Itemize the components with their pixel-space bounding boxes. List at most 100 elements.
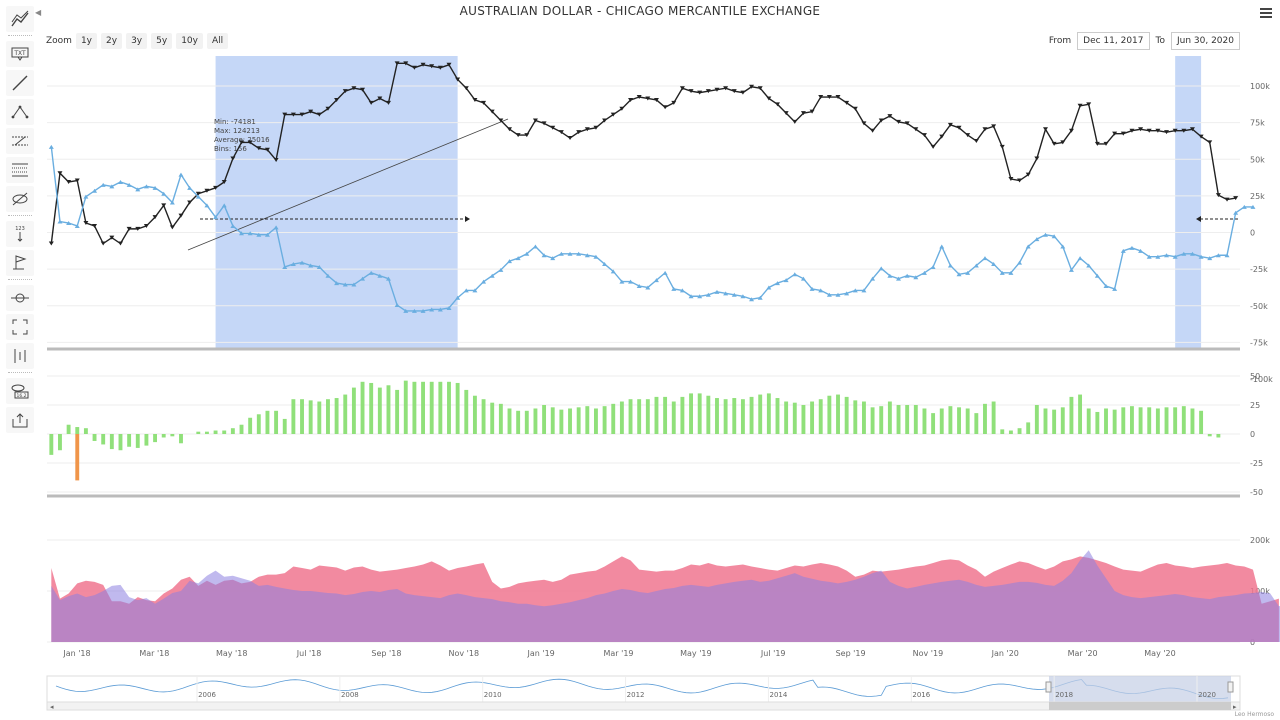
- data-point: [688, 89, 694, 94]
- data-point: [852, 106, 858, 111]
- x-tick-label: Nov '18: [449, 649, 480, 658]
- indicators-icon[interactable]: [6, 343, 34, 369]
- data-point: [1215, 253, 1221, 258]
- chart-lines-icon[interactable]: [6, 6, 34, 32]
- bar: [239, 424, 244, 434]
- bar: [775, 398, 780, 434]
- bar: [49, 434, 54, 455]
- crosshair-icon[interactable]: [6, 285, 34, 311]
- arrow-head: [465, 216, 470, 222]
- highlight-band: [1175, 56, 1202, 349]
- data-point: [921, 270, 927, 275]
- bar: [75, 427, 80, 434]
- data-point: [403, 61, 409, 66]
- data-point: [939, 244, 945, 249]
- data-point: [1017, 260, 1023, 265]
- bar: [386, 385, 391, 434]
- bar: [663, 396, 668, 434]
- data-point: [766, 285, 772, 290]
- parallel-channel-icon[interactable]: [6, 128, 34, 154]
- x-tick-label: Mar '20: [1068, 649, 1098, 658]
- bar: [498, 403, 503, 434]
- x-tick-label: Jul '18: [296, 649, 322, 658]
- data-point: [740, 90, 746, 95]
- data-point: [1146, 128, 1152, 133]
- bar: [766, 393, 771, 434]
- zoom-button-2y[interactable]: 2y: [101, 33, 123, 49]
- data-point: [774, 281, 780, 286]
- data-point: [1155, 254, 1161, 259]
- data-point: [282, 112, 288, 117]
- bar: [533, 408, 538, 434]
- x-tick-label: Jan '18: [62, 649, 90, 658]
- line-draw-icon[interactable]: [6, 70, 34, 96]
- navigator-tick-label: 2014: [770, 691, 788, 699]
- data-point: [1224, 253, 1230, 258]
- y-tick-label: -100k: [1250, 375, 1273, 384]
- data-point: [161, 203, 167, 208]
- fibonacci-icon[interactable]: [6, 157, 34, 183]
- stats-tooltip-line: Max: 124213: [214, 127, 260, 135]
- bar: [481, 399, 486, 434]
- data-point: [1129, 128, 1135, 133]
- collapse-toolbar-icon[interactable]: ◀: [35, 8, 42, 17]
- data-point: [792, 272, 798, 277]
- data-point: [1155, 128, 1161, 133]
- data-point: [507, 127, 513, 132]
- to-date-input[interactable]: Jun 30, 2020: [1170, 32, 1240, 50]
- data-point: [1181, 128, 1187, 133]
- zoom-button-1y[interactable]: 1y: [75, 33, 98, 49]
- data-point: [930, 144, 936, 149]
- data-point: [1120, 131, 1126, 136]
- hide-icon[interactable]: [6, 186, 34, 212]
- data-point: [66, 221, 72, 226]
- y-tick-label: 75k: [1250, 119, 1265, 128]
- zoom-button-3y[interactable]: 3y: [126, 33, 148, 49]
- fullscreen-icon[interactable]: [6, 314, 34, 340]
- data-point: [385, 100, 391, 105]
- data-point: [204, 203, 210, 208]
- data-point: [550, 125, 556, 130]
- data-point: [455, 77, 461, 82]
- data-point: [723, 86, 729, 91]
- data-point: [973, 263, 979, 268]
- measure-icon[interactable]: 123: [6, 221, 34, 247]
- data-point: [334, 281, 340, 286]
- save-icon[interactable]: [6, 407, 34, 433]
- bar: [179, 434, 183, 444]
- svg-text:16.2: 16.2: [16, 393, 26, 399]
- bar-negative: [75, 434, 80, 481]
- text-annotation-icon[interactable]: TXT: [6, 41, 34, 67]
- data-point: [913, 127, 919, 132]
- zoom-button-5y[interactable]: 5y: [151, 33, 173, 49]
- data-point: [541, 253, 547, 258]
- bar: [568, 408, 572, 434]
- zoom-button-10y[interactable]: 10y: [176, 33, 203, 49]
- data-point: [489, 273, 495, 278]
- zoom-button-all[interactable]: All: [206, 33, 229, 49]
- from-date-input[interactable]: Dec 11, 2017: [1077, 32, 1150, 50]
- bar: [308, 400, 313, 434]
- data-point: [645, 96, 651, 101]
- data-point: [169, 200, 175, 205]
- series-line: [50, 62, 1236, 245]
- flag-icon[interactable]: [6, 250, 34, 276]
- hamburger-menu-icon[interactable]: [1260, 8, 1272, 20]
- bar: [671, 401, 676, 434]
- data-point: [956, 125, 962, 130]
- data-point: [973, 138, 979, 143]
- bar: [291, 399, 296, 434]
- bar: [957, 407, 961, 434]
- bar: [1052, 409, 1057, 434]
- bar: [1043, 408, 1048, 434]
- from-label: From: [1048, 36, 1072, 46]
- data-point: [1215, 193, 1221, 198]
- pitchfork-icon[interactable]: [6, 99, 34, 125]
- bar: [213, 430, 218, 434]
- data-point: [524, 251, 530, 256]
- bar: [1104, 408, 1108, 434]
- price-indicator-icon[interactable]: 16.2: [6, 378, 34, 404]
- data-point: [610, 269, 616, 274]
- x-tick-label: Sep '18: [371, 649, 401, 658]
